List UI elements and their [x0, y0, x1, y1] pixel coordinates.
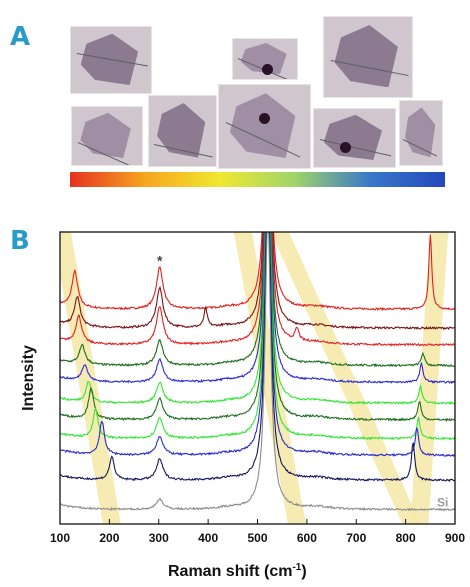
- flake-thumbnail: [232, 38, 298, 80]
- flake-thumbnail: [71, 106, 143, 166]
- chart-annotation: *: [157, 253, 163, 269]
- x-tick-label: 400: [198, 531, 218, 545]
- x-tick-label: 700: [346, 531, 366, 545]
- chart-annotations: * Si: [157, 253, 448, 510]
- x-tick-label: 300: [149, 531, 169, 545]
- y-axis-label: Intensity: [20, 345, 37, 411]
- highlight-bands: [60, 232, 449, 524]
- spectrum-line: [60, 232, 455, 483]
- spectrum-line: [60, 232, 455, 441]
- flake-thumbnail: [313, 108, 396, 168]
- x-axis-ticks: 100 200 300 400 500 600 700 800 900: [50, 519, 465, 545]
- x-tick-label: 200: [99, 531, 119, 545]
- highlight-band: [60, 232, 121, 524]
- nucleation-center: [262, 64, 273, 75]
- flake-thumbnail: [399, 100, 443, 166]
- spectrum-line: [60, 232, 455, 312]
- x-axis-label-sup: -1: [292, 562, 301, 573]
- x-tick-label: 600: [297, 531, 317, 545]
- spectrum-line: [60, 232, 455, 385]
- spectra-lines: [60, 232, 455, 512]
- color-gradient-bar: [70, 172, 445, 187]
- x-tick-label: 100: [50, 531, 70, 545]
- flake-thumbnail: [148, 95, 217, 167]
- x-axis-label-close: ): [301, 563, 306, 580]
- spectrum-line: [60, 232, 455, 347]
- spectrum-line: [60, 232, 455, 512]
- spectrum-line: [60, 232, 455, 406]
- x-axis-label: Raman shift (cm-1): [168, 562, 307, 580]
- x-tick-label: 500: [247, 531, 267, 545]
- nucleation-center: [340, 142, 351, 153]
- spectrum-line: [60, 232, 455, 331]
- nucleation-center: [259, 113, 270, 124]
- highlight-band: [410, 232, 449, 524]
- spectrum-line: [60, 232, 455, 368]
- chart-annotation: Si: [437, 496, 448, 510]
- flake-thumbnail: [323, 16, 413, 98]
- flake-thumbnail: [70, 26, 152, 94]
- panel-a-letter: A: [10, 22, 31, 52]
- flake-thumbnail: [218, 84, 311, 169]
- spectrum-line: [60, 232, 455, 422]
- x-axis-label-main: Raman shift (cm: [168, 563, 292, 580]
- panel-b-letter: B: [10, 226, 30, 256]
- x-tick-label: 800: [396, 531, 416, 545]
- highlight-band: [233, 232, 306, 524]
- x-tick-label: 900: [445, 531, 465, 545]
- spectrum-line: [60, 232, 455, 458]
